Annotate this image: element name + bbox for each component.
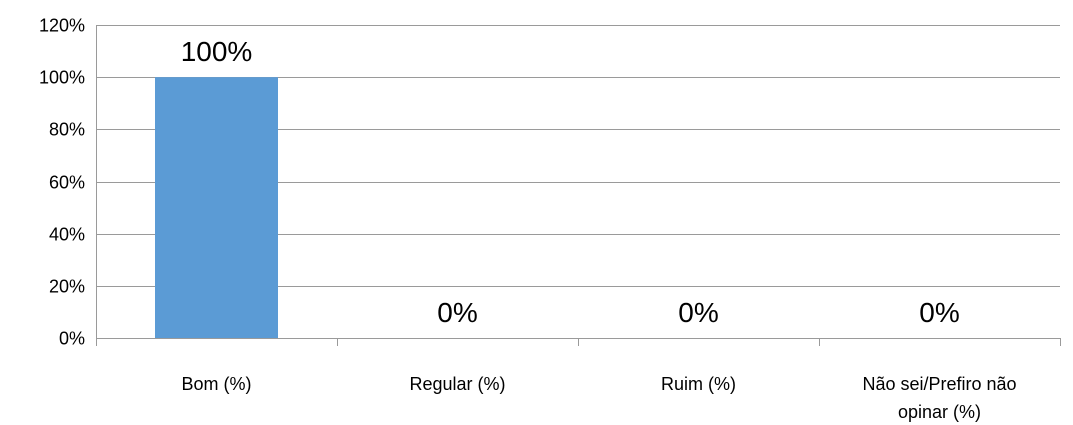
y-axis-ticks: 0% 20% 40% 60% 80% 100% 120% [39, 16, 85, 349]
data-label: 100% [181, 36, 253, 67]
data-label: 0% [678, 297, 718, 328]
data-labels: 100% 0% 0% 0% [181, 36, 960, 328]
x-category-label: Regular (%) [409, 374, 505, 394]
y-tick-label: 60% [49, 173, 85, 193]
y-tick-label: 0% [59, 329, 85, 349]
x-axis-labels: Bom (%) Regular (%) Ruim (%) Não sei/Prefir… [181, 374, 1016, 422]
bars [155, 77, 278, 339]
x-category-label-line: opinar (%) [898, 402, 981, 422]
bar [155, 77, 278, 339]
y-tick-label: 80% [49, 120, 85, 140]
data-label: 0% [437, 297, 477, 328]
x-category-label-line: Bom (%) [181, 374, 251, 394]
x-category-label-line: Não sei/Prefiro não [862, 374, 1016, 394]
y-tick-label: 20% [49, 277, 85, 297]
x-category-label: Bom (%) [181, 374, 251, 394]
x-category-label-line: Ruim (%) [661, 374, 736, 394]
x-axis [96, 25, 1061, 346]
data-label: 0% [919, 297, 959, 328]
x-category-label: Ruim (%) [661, 374, 736, 394]
y-tick-label: 100% [39, 68, 85, 88]
x-category-label-line: Regular (%) [409, 374, 505, 394]
y-tick-label: 120% [39, 16, 85, 36]
x-category-label: Não sei/Prefiro não opinar (%) [862, 374, 1016, 422]
y-tick-label: 40% [49, 225, 85, 245]
